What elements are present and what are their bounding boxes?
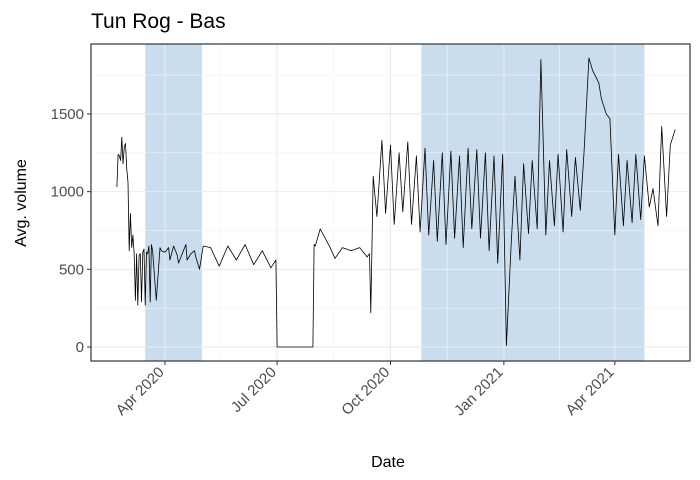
y-tick-label: 500	[59, 261, 84, 278]
y-axis-title: Avg. volume	[13, 159, 30, 247]
plot-panel	[90, 43, 691, 362]
x-axis-title: Date	[371, 454, 405, 471]
y-tick-label: 1000	[51, 184, 84, 201]
x-tick-label: Oct 2020	[338, 364, 393, 419]
y-axis: 0 500 1000 1500	[51, 106, 91, 356]
x-tick-label: Jul 2020	[228, 364, 280, 416]
y-tick-label: 1500	[51, 106, 84, 123]
shaded-period-2	[421, 44, 645, 361]
chart-title: Tun Rog - Bas	[91, 10, 226, 33]
shaded-period-1	[145, 44, 202, 361]
x-tick-label: Jan 2021	[451, 364, 507, 420]
y-tick-label: 0	[76, 339, 84, 356]
x-tick-label: Apr 2020	[113, 364, 168, 419]
x-axis: Apr 2020 Jul 2020 Oct 2020 Jan 2021 Apr 2021	[113, 361, 618, 419]
series-line	[116, 57, 676, 348]
x-tick-label: Apr 2021	[563, 364, 618, 419]
